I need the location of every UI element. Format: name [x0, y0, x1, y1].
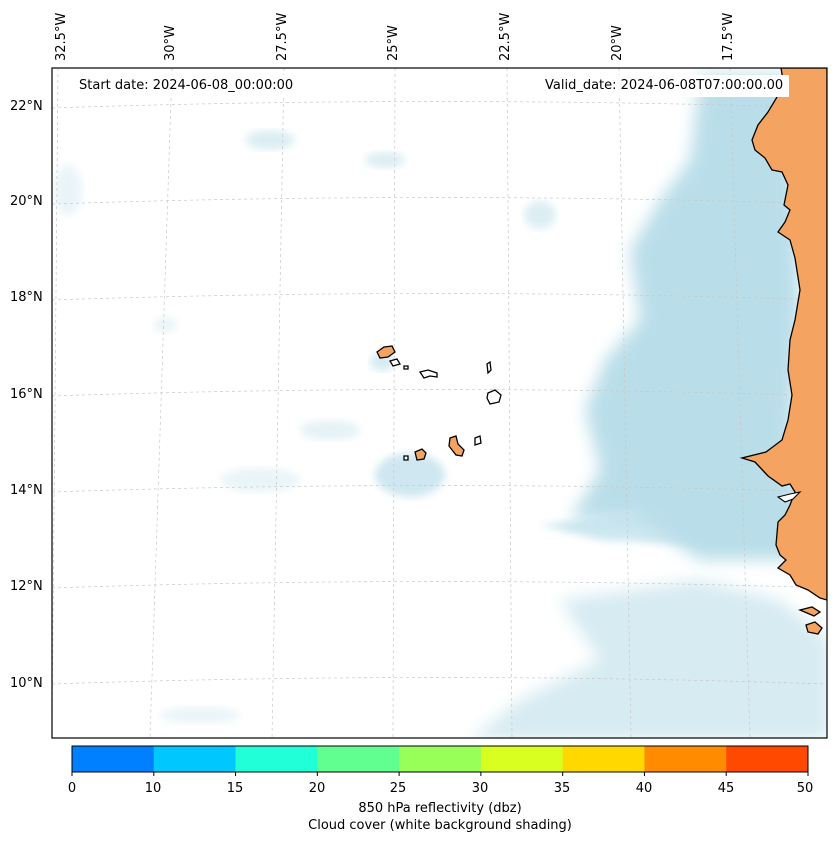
- land-gambia-notch: [776, 491, 802, 503]
- cloud-patch-north-2: [365, 152, 405, 168]
- lon-label: 32.5°W: [54, 12, 69, 61]
- lat-label: 10°N: [10, 676, 43, 691]
- africa-coastline: [739, 68, 827, 635]
- cloud-patch-islands-south: [375, 453, 445, 497]
- cloud-band-southeast: [472, 580, 827, 738]
- lon-label: 20°W: [610, 25, 625, 61]
- lon-label: 22.5°W: [498, 12, 513, 61]
- colorbar-segment: [562, 746, 645, 772]
- colorbar-tick: 20: [308, 781, 326, 796]
- colorbar-sublabel: Cloud cover (white background shading): [308, 818, 572, 833]
- land-bissau-islands-2: [805, 621, 823, 635]
- island-fogo: [414, 448, 427, 461]
- colorbar-segment: [480, 746, 564, 772]
- start-date-label: Start date: 2024-06-08_00:00:00: [73, 75, 300, 97]
- colorbar: [71, 745, 809, 776]
- island-sal: [486, 360, 492, 375]
- colorbar-tick: 35: [553, 781, 571, 796]
- island-sao-nicolau: [418, 369, 438, 379]
- lat-label: 22°N: [10, 99, 43, 114]
- lat-label: 20°N: [10, 194, 43, 209]
- colorbar-tick: 50: [796, 781, 814, 796]
- cloud-patch-west: [300, 420, 360, 440]
- lon-label: 17.5°W: [721, 12, 736, 61]
- island-santa-luzia: [403, 365, 409, 370]
- colorbar-segment: [317, 746, 400, 772]
- colorbar-tick: 15: [226, 781, 244, 796]
- colorbar-tick: 25: [389, 781, 407, 796]
- colorbar-tick: 10: [144, 781, 162, 796]
- lon-label: 30°W: [163, 25, 178, 61]
- colorbar-border: [71, 745, 809, 773]
- cloud-band-coastal: [570, 75, 827, 560]
- island-sao-vicente: [389, 358, 401, 367]
- lat-label: 12°N: [10, 579, 43, 594]
- cloud-patch-west-3: [54, 165, 82, 215]
- gridlines: [52, 68, 827, 738]
- colorbar-segment: [72, 746, 155, 772]
- lat-label: 14°N: [10, 483, 43, 498]
- colorbar-tick: 0: [67, 781, 77, 796]
- island-brava: [403, 455, 409, 461]
- colorbar-segment: [399, 746, 482, 772]
- lat-label: 16°N: [10, 387, 43, 402]
- island-boa-vista: [486, 389, 502, 405]
- colorbar-tick: 40: [635, 781, 653, 796]
- lon-label: 25°W: [386, 25, 401, 61]
- colorbar-segment: [153, 746, 237, 772]
- cloud-band-south-strip: [540, 505, 800, 545]
- island-maio: [474, 435, 482, 446]
- colorbar-segment: [726, 746, 809, 772]
- map-frame: [51, 67, 828, 739]
- island-santiago: [448, 435, 465, 457]
- colorbar-segment: [235, 746, 318, 772]
- cloud-cover-shading: [54, 75, 827, 738]
- valid-date-label: Valid_date: 2024-06-08T07:00:00.00: [539, 75, 790, 97]
- land-bissau-islands: [797, 606, 822, 617]
- land-mauritania-senegal: [739, 68, 827, 601]
- cloud-patch-north-3: [524, 201, 556, 229]
- cloud-patch-north: [245, 130, 295, 150]
- colorbar-tick: 45: [717, 781, 735, 796]
- lon-label: 27.5°W: [275, 12, 290, 61]
- colorbar-segment: [644, 746, 727, 772]
- colorbar-label: 850 hPa reflectivity (dbz): [358, 801, 522, 816]
- cloud-patch-west-4: [153, 317, 177, 333]
- cloud-patch-west-2: [220, 468, 300, 492]
- cloud-patch-southwest: [160, 707, 240, 723]
- cape-verde-islands: [376, 345, 502, 461]
- lat-label: 18°N: [10, 290, 43, 305]
- island-santo-antao: [376, 345, 396, 359]
- colorbar-tick: 30: [471, 781, 489, 796]
